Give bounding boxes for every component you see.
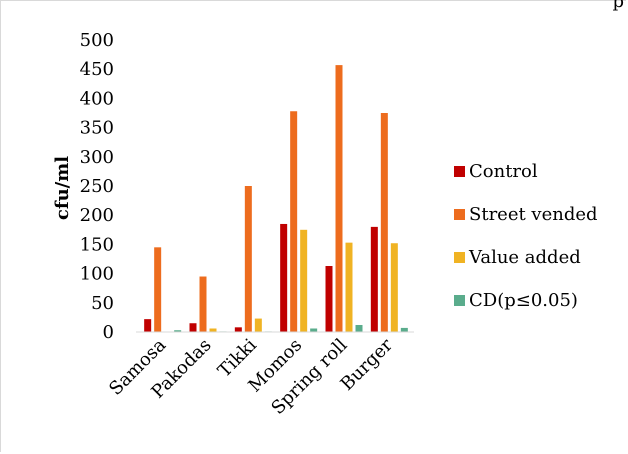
header-fragment: p xyxy=(612,0,624,12)
legend-swatch xyxy=(454,166,465,177)
y-axis-label: cfu/ml xyxy=(52,156,73,220)
bar xyxy=(370,226,378,332)
bars xyxy=(144,65,408,332)
x-tick-label: Burger xyxy=(337,334,398,395)
y-tick-label: 200 xyxy=(80,205,114,226)
bar xyxy=(174,330,182,332)
bar xyxy=(345,242,353,332)
bar xyxy=(390,243,398,332)
bar xyxy=(199,276,207,332)
legend-label: Value added xyxy=(468,247,581,268)
bar xyxy=(254,318,262,332)
bar xyxy=(310,328,318,332)
legend-label: Control xyxy=(469,161,538,182)
bar xyxy=(300,229,308,332)
bar xyxy=(154,247,162,332)
legend-swatch xyxy=(454,295,465,306)
y-axis-ticks: 0 50 100 150 200 250 300 350 400 450 500 xyxy=(80,30,114,343)
legend-swatch xyxy=(454,252,465,263)
y-tick-label: 0 xyxy=(103,322,114,343)
y-tick-label: 250 xyxy=(80,176,114,197)
bar xyxy=(290,111,298,332)
bar xyxy=(280,223,288,332)
bar xyxy=(144,319,152,332)
bar xyxy=(189,323,197,332)
y-tick-label: 150 xyxy=(80,234,114,255)
legend-label: Street vended xyxy=(469,204,598,225)
bar xyxy=(380,113,388,332)
y-tick-label: 300 xyxy=(80,147,114,168)
y-tick-label: 50 xyxy=(91,293,114,314)
y-tick-label: 500 xyxy=(80,30,114,51)
bar xyxy=(400,327,408,332)
bar xyxy=(325,266,333,332)
legend: Control Street vended Value added CD(p≤0.05… xyxy=(454,161,598,311)
legend-swatch xyxy=(454,209,465,220)
y-tick-label: 100 xyxy=(80,264,114,285)
legend-label: CD(p≤0.05) xyxy=(469,290,578,311)
y-tick-label: 450 xyxy=(80,59,114,80)
bar xyxy=(335,65,343,332)
bar xyxy=(355,324,363,332)
y-tick-label: 350 xyxy=(80,118,114,139)
y-tick-label: 400 xyxy=(80,88,114,109)
bar xyxy=(234,327,242,332)
bar xyxy=(244,186,252,332)
bar xyxy=(209,328,217,332)
